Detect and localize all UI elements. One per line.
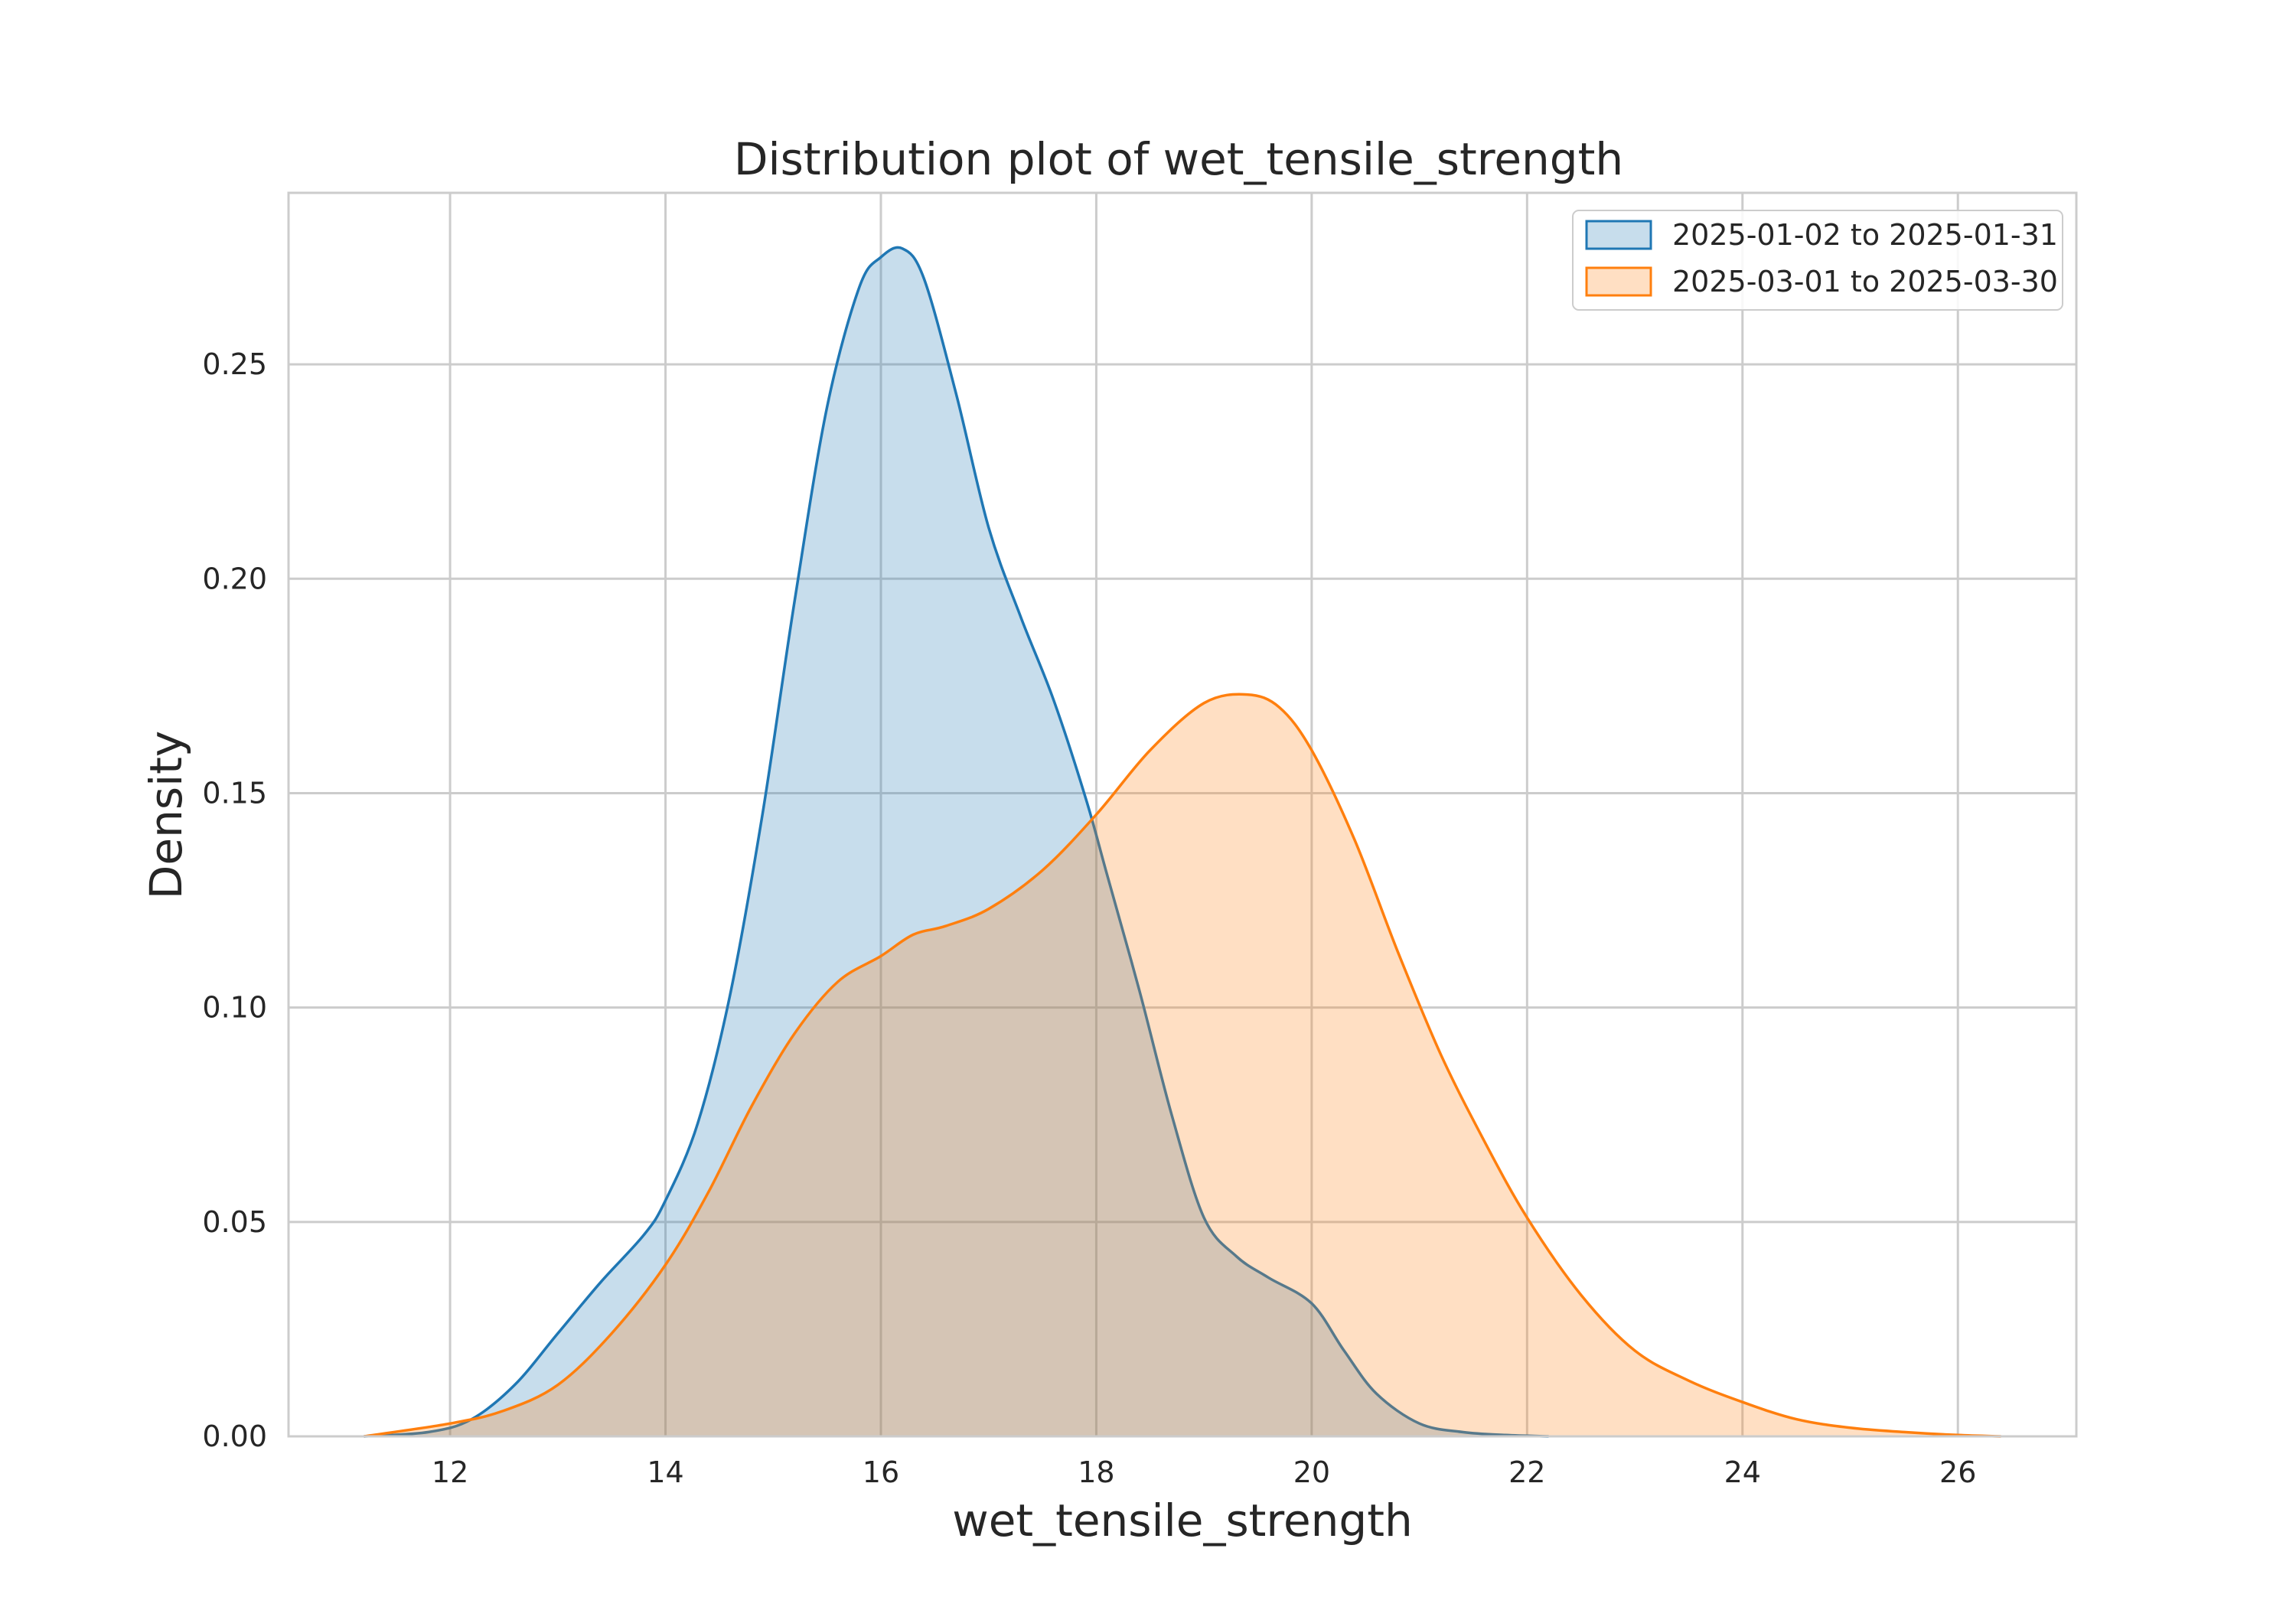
x-tick-label: 16 bbox=[863, 1455, 899, 1489]
density-area-series-1 bbox=[364, 247, 1549, 1436]
legend-label-series-2: 2025-03-01 to 2025-03-30 bbox=[1672, 265, 2058, 298]
legend-swatch-series-1 bbox=[1585, 220, 1652, 250]
legend-label-series-1: 2025-01-02 to 2025-01-31 bbox=[1672, 218, 2058, 252]
chart-title: Distribution plot of wet_tensile_strengt… bbox=[734, 133, 1623, 185]
y-tick-label: 0.15 bbox=[202, 776, 267, 810]
plot-frame bbox=[287, 191, 2078, 1438]
density-line-series-2 bbox=[364, 693, 2001, 1438]
legend-frame bbox=[1572, 210, 2063, 311]
x-tick-label: 12 bbox=[432, 1455, 468, 1489]
density-area-series-2 bbox=[364, 694, 2001, 1436]
y-tick-label: 0.00 bbox=[202, 1420, 267, 1453]
y-tick-label: 0.05 bbox=[202, 1205, 267, 1239]
series-layer bbox=[364, 246, 2001, 1438]
density-line-series-1 bbox=[364, 246, 1549, 1438]
y-tick-label: 0.10 bbox=[202, 991, 267, 1025]
x-axis-label: wet_tensile_strength bbox=[952, 1495, 1412, 1547]
x-tick-label: 14 bbox=[647, 1455, 683, 1489]
grid bbox=[289, 193, 2076, 1438]
y-axis-ticks: 0.00 0.05 0.10 0.15 0.20 0.25 bbox=[202, 347, 267, 1453]
x-tick-label: 18 bbox=[1078, 1455, 1114, 1489]
legend-swatch-series-2 bbox=[1585, 266, 1652, 297]
y-tick-label: 0.25 bbox=[202, 347, 267, 381]
x-tick-label: 26 bbox=[1939, 1455, 1976, 1489]
y-axis-label: Density bbox=[140, 731, 192, 900]
x-axis-ticks: 12 14 16 18 20 22 24 26 bbox=[432, 1455, 1976, 1489]
x-tick-label: 20 bbox=[1293, 1455, 1330, 1489]
x-tick-label: 22 bbox=[1508, 1455, 1545, 1489]
y-tick-label: 0.20 bbox=[202, 562, 267, 595]
x-tick-label: 24 bbox=[1724, 1455, 1761, 1489]
legend: 2025-01-02 to 2025-01-31 2025-03-01 to 2… bbox=[1572, 210, 2063, 311]
